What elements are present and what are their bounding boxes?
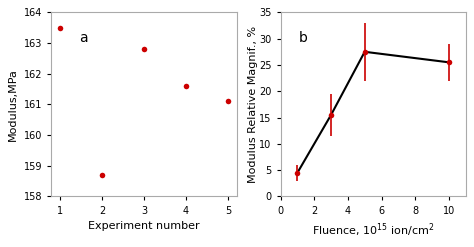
X-axis label: Fluence, 10$^{15}$ ion/cm$^2$: Fluence, 10$^{15}$ ion/cm$^2$ xyxy=(312,221,434,239)
Y-axis label: Modulus,MPa: Modulus,MPa xyxy=(9,68,18,141)
X-axis label: Experiment number: Experiment number xyxy=(88,221,200,231)
Y-axis label: Modulus Relative Magnif., %: Modulus Relative Magnif., % xyxy=(247,26,258,183)
Text: b: b xyxy=(299,31,308,45)
Text: a: a xyxy=(79,31,88,45)
